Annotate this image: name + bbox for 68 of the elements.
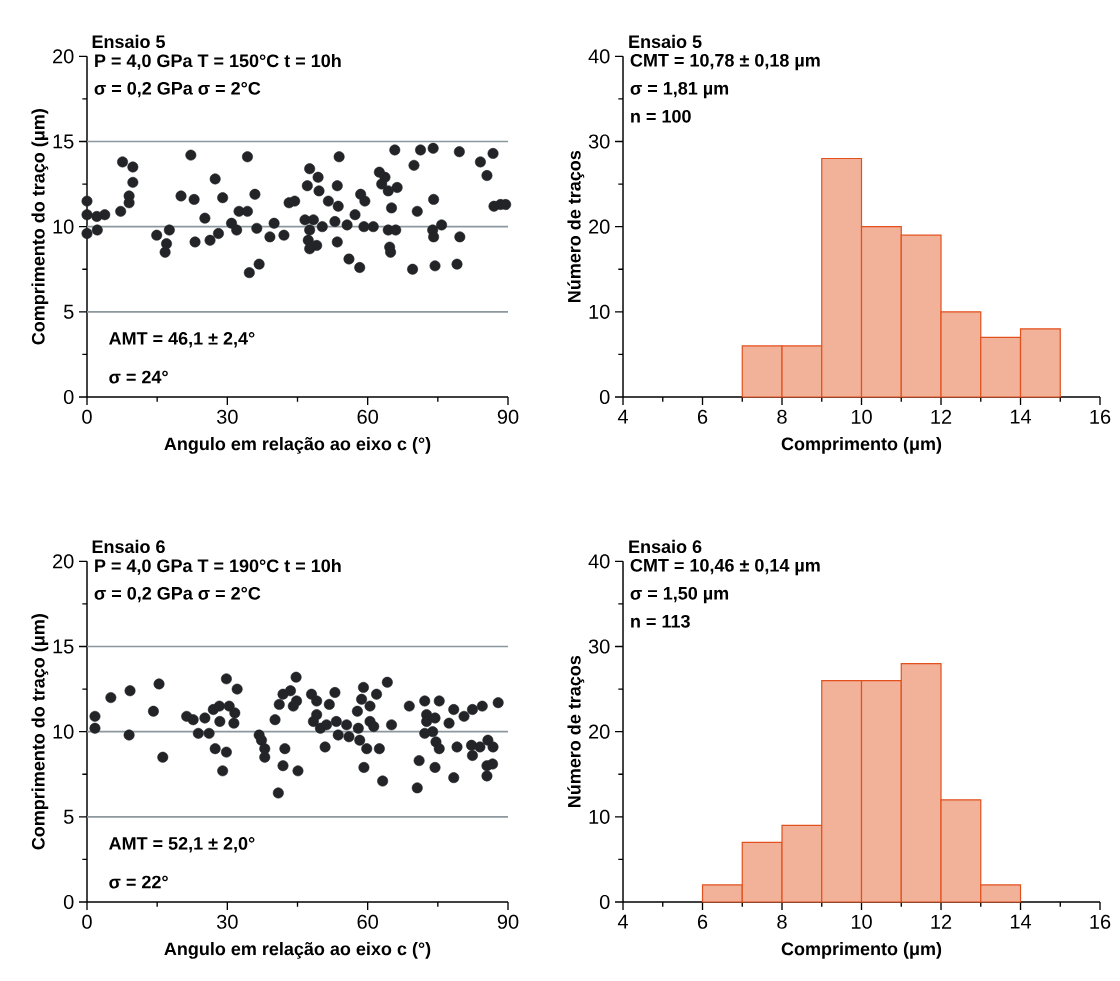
x-tick-label: 14 — [1010, 409, 1032, 424]
annotation: σ = 1,50 µm — [630, 586, 729, 604]
annotation: P = 4,0 GPa T = 190°C t = 10h — [95, 558, 341, 575]
y-axis-title: Comprimento do traço (μm) — [31, 614, 49, 850]
y-tick-label: 30 — [588, 134, 610, 149]
x-tick-label: 0 — [82, 409, 92, 424]
x-tick-label: 10 — [851, 409, 872, 424]
y-tick-label: 40 — [588, 49, 610, 64]
x-tick-label: 12 — [931, 409, 952, 424]
y-tick-label: 30 — [588, 639, 610, 654]
x-tick-label: 8 — [777, 914, 787, 929]
y-tick-label: 10 — [589, 304, 610, 319]
annotation: n = 100 — [631, 109, 691, 123]
x-tick-label: 60 — [357, 409, 378, 424]
y-tick-label: 5 — [63, 809, 74, 824]
x-tick-label: 60 — [357, 914, 378, 929]
y-tick-label: 20 — [589, 724, 610, 739]
y-tick-label: 0 — [599, 894, 610, 910]
annotation: CMT = 10,46 ± 0,14 µm — [630, 558, 820, 576]
y-tick-label: 10 — [589, 809, 610, 824]
annotation: AMT = 46,1 ± 2,4° — [109, 332, 255, 348]
x-tick-label: 16 — [1090, 409, 1111, 424]
x-tick-label: 16 — [1090, 914, 1111, 929]
x-axis-title: Angulo em relação ao eixo c (°) — [164, 437, 431, 454]
y-tick-label: 20 — [53, 554, 74, 569]
y-tick-label: 15 — [53, 134, 74, 149]
x-tick-label: 12 — [931, 914, 952, 929]
x-tick-label: 14 — [1010, 914, 1032, 929]
y-tick-label: 5 — [63, 304, 74, 319]
y-tick-label: 40 — [588, 554, 610, 569]
x-tick-label: 8 — [777, 409, 787, 424]
x-tick-label: 6 — [697, 409, 708, 424]
x-tick-label: 10 — [851, 914, 872, 929]
x-tick-label: 30 — [216, 914, 238, 929]
x-tick-label: 0 — [82, 914, 92, 929]
y-tick-label: 0 — [63, 894, 74, 910]
annotation: σ = 22° — [109, 875, 168, 889]
y-axis-title: Número de traços — [567, 655, 585, 807]
annotation: σ = 0,2 GPa σ = 2°C — [94, 81, 261, 98]
y-tick-label: 0 — [599, 389, 610, 405]
y-tick-label: 15 — [53, 639, 74, 654]
chart-title: Ensaio 5 — [92, 34, 165, 49]
y-tick-label: 20 — [589, 219, 610, 234]
annotation: σ = 0,2 GPa σ = 2°C — [94, 586, 261, 603]
x-axis-title: Comprimento (μm) — [781, 437, 942, 454]
y-axis-title: Número de traços — [567, 150, 585, 302]
chart-title: Ensaio 5 — [629, 34, 702, 49]
x-tick-label: 90 — [497, 409, 519, 424]
x-axis-title: Comprimento (μm) — [781, 942, 942, 959]
y-axis-title: Comprimento do traço (μm) — [31, 109, 49, 345]
x-tick-label: 6 — [697, 914, 708, 929]
annotation: AMT = 52,1 ± 2,0° — [109, 837, 255, 853]
y-tick-label: 0 — [63, 389, 74, 405]
annotation: n = 113 — [631, 614, 690, 628]
annotation: CMT = 10,78 ± 0,18 µm — [630, 53, 820, 71]
x-tick-label: 90 — [497, 914, 519, 929]
x-tick-label: 4 — [617, 409, 628, 424]
annotation: P = 4,0 GPa T = 150°C t = 10h — [95, 53, 341, 70]
y-tick-label: 10 — [53, 219, 74, 234]
y-tick-label: 10 — [53, 724, 74, 739]
x-tick-label: 30 — [216, 409, 238, 424]
chart-title: Ensaio 6 — [629, 539, 702, 554]
x-tick-label: 4 — [617, 914, 628, 929]
y-tick-label: 20 — [53, 49, 74, 64]
x-axis-title: Angulo em relação ao eixo c (°) — [164, 942, 431, 959]
annotation: σ = 1,81 µm — [630, 81, 729, 99]
chart-title: Ensaio 6 — [92, 539, 165, 554]
annotation: σ = 24° — [109, 370, 168, 384]
